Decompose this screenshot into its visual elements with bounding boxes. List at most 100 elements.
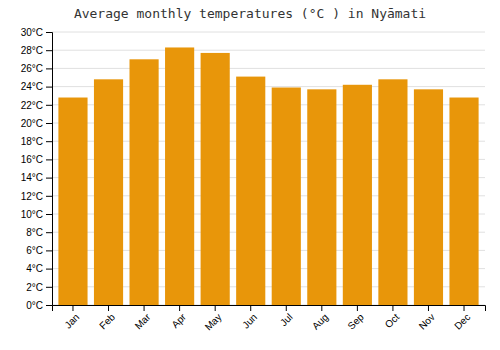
tick-mark bbox=[179, 305, 180, 311]
tick-label: Aug bbox=[310, 311, 330, 331]
tick-mark bbox=[46, 141, 52, 142]
tick: 24°C bbox=[21, 81, 52, 92]
tick-mark bbox=[46, 178, 52, 179]
title: Average monthly temperatures (°C ) in Ny… bbox=[74, 6, 426, 21]
tick-mark bbox=[46, 305, 52, 306]
tick-label: 20°C bbox=[21, 118, 43, 129]
bar bbox=[129, 59, 158, 305]
tick: 2°C bbox=[26, 282, 52, 293]
tick: Jul bbox=[278, 305, 295, 328]
tick-mark bbox=[46, 87, 52, 88]
tick: 16°C bbox=[21, 154, 52, 165]
tick-label: Oct bbox=[383, 311, 402, 330]
tick: 28°C bbox=[21, 45, 52, 56]
tick-label: 18°C bbox=[21, 136, 43, 147]
tick-label: Jul bbox=[278, 311, 295, 328]
y-axis: 0°C 2°C 4°C 6°C 8°C 10°C 12°C 14°C 16°C 18°C 20°C 2… bbox=[21, 27, 53, 311]
tick-label: 0°C bbox=[26, 300, 43, 311]
tick-mark bbox=[72, 305, 73, 311]
tick: 20°C bbox=[21, 118, 52, 129]
bar bbox=[378, 79, 407, 305]
tick-label: 28°C bbox=[21, 45, 43, 56]
tick-mark bbox=[250, 305, 251, 311]
tick-label: Mar bbox=[133, 311, 153, 331]
tick-label: Feb bbox=[97, 311, 117, 331]
tick: 10°C bbox=[21, 209, 52, 220]
tick-mark bbox=[144, 305, 145, 311]
tick: 8°C bbox=[26, 227, 52, 238]
tick-label: Apr bbox=[169, 311, 188, 330]
tick: May bbox=[203, 305, 224, 333]
grid bbox=[52, 32, 485, 305]
tick-mark bbox=[46, 32, 52, 33]
tick: Aug bbox=[310, 305, 330, 332]
bar bbox=[165, 47, 194, 305]
bar bbox=[94, 79, 123, 305]
tick-mark bbox=[286, 305, 287, 311]
tick: Jun bbox=[240, 305, 259, 331]
bar bbox=[201, 53, 230, 305]
tick-label: 8°C bbox=[26, 227, 43, 238]
tick: Sep bbox=[345, 305, 366, 332]
grid-line bbox=[52, 32, 485, 33]
tick: 0°C bbox=[26, 300, 52, 311]
tick: Apr bbox=[169, 305, 188, 330]
tick: 14°C bbox=[21, 172, 52, 183]
tick-mark bbox=[46, 214, 52, 215]
tick-label: 22°C bbox=[21, 100, 43, 111]
bars bbox=[58, 47, 478, 305]
bar bbox=[414, 89, 443, 305]
tick-label: 2°C bbox=[26, 282, 43, 293]
tick: Oct bbox=[383, 305, 402, 330]
tick: Nov bbox=[417, 305, 437, 332]
tick-label: 4°C bbox=[26, 263, 43, 274]
axis-line bbox=[53, 306, 486, 312]
tick-mark bbox=[46, 250, 52, 251]
tick-mark bbox=[46, 232, 52, 233]
tick: 18°C bbox=[21, 136, 52, 147]
tick-mark bbox=[46, 287, 52, 288]
tick-mark bbox=[46, 196, 52, 197]
tick-label: May bbox=[203, 311, 224, 332]
tick: Dec bbox=[452, 305, 472, 332]
bar bbox=[236, 77, 265, 305]
tick: 4°C bbox=[26, 263, 52, 274]
grid-line bbox=[52, 50, 485, 51]
tick-label: 10°C bbox=[21, 209, 43, 220]
tick-label: Dec bbox=[452, 311, 472, 331]
x-axis: Jan Feb Mar Apr May Jun Jul Aug Sep Oct Nov Dec bbox=[53, 305, 486, 333]
tick-mark bbox=[108, 305, 109, 311]
axis-line bbox=[46, 33, 53, 306]
tick-mark bbox=[215, 305, 216, 311]
tick: 30°C bbox=[21, 27, 52, 38]
tick: 12°C bbox=[21, 191, 52, 202]
tick: 6°C bbox=[26, 245, 52, 256]
tick-mark bbox=[46, 269, 52, 270]
tick-label: 30°C bbox=[21, 27, 43, 38]
tick-label: Nov bbox=[417, 311, 437, 331]
tick-label: 12°C bbox=[21, 191, 43, 202]
tick-mark bbox=[46, 68, 52, 69]
tick-label: 24°C bbox=[21, 81, 43, 92]
tick: Mar bbox=[133, 305, 153, 331]
tick-mark bbox=[464, 305, 465, 311]
bar bbox=[343, 85, 372, 305]
tick-mark bbox=[46, 105, 52, 106]
tick: 22°C bbox=[21, 100, 52, 111]
tick-label: 26°C bbox=[21, 63, 43, 74]
tick: Feb bbox=[97, 305, 117, 331]
tick-label: Sep bbox=[345, 311, 366, 332]
tick-label: 6°C bbox=[26, 245, 43, 256]
tick-mark bbox=[321, 305, 322, 311]
tick: Jan bbox=[62, 305, 81, 331]
tick-mark bbox=[46, 159, 52, 160]
chart: Average monthly temperatures (°C ) in Ny… bbox=[0, 0, 500, 350]
bar bbox=[272, 88, 301, 305]
tick-mark bbox=[392, 305, 393, 311]
bar bbox=[307, 89, 336, 305]
tick-mark bbox=[46, 123, 52, 124]
plot: 0°C 2°C 4°C 6°C 8°C 10°C 12°C 14°C 16°C 18°C 20°C 2… bbox=[21, 27, 486, 333]
tick-label: Jun bbox=[240, 311, 259, 330]
tick-label: 16°C bbox=[21, 154, 43, 165]
tick-label: 14°C bbox=[21, 172, 43, 183]
